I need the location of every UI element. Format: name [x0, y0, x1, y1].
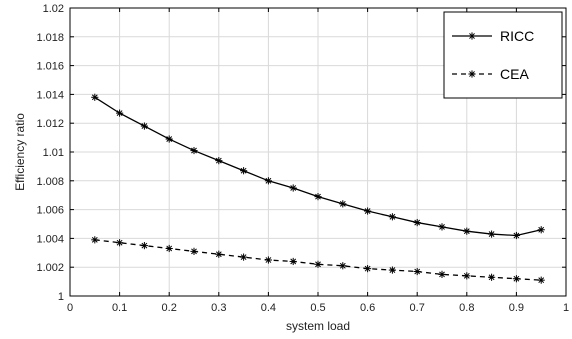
data-point-cea — [289, 257, 297, 266]
x-tick-label: 0.1 — [112, 302, 127, 314]
legend: RICC CEA — [443, 11, 563, 99]
data-point-cea — [488, 273, 496, 281]
data-point-cea — [240, 253, 248, 261]
y-tick-label: 1.02 — [43, 3, 64, 15]
data-point-ricc — [364, 207, 372, 215]
data-point-ricc — [388, 213, 396, 221]
data-point-cea — [140, 242, 148, 250]
legend-marker-ricc — [468, 32, 476, 40]
data-point-ricc — [488, 230, 496, 238]
data-point-cea — [438, 270, 446, 278]
legend-box — [443, 11, 563, 99]
data-point-ricc — [116, 109, 124, 117]
series-lines — [91, 93, 545, 284]
y-tick-label: 1.008 — [36, 176, 64, 188]
legend-label-ricc: RICC — [500, 28, 534, 44]
y-tick-label: 1.002 — [36, 262, 64, 274]
data-point-ricc — [339, 200, 347, 208]
data-point-cea — [116, 239, 124, 247]
y-tick-label: 1 — [58, 291, 64, 303]
data-point-cea — [165, 244, 173, 253]
x-tick-label: 0 — [67, 302, 73, 314]
y-tick-label: 1.004 — [36, 233, 64, 245]
x-tick-label: 0.3 — [211, 302, 226, 314]
data-point-cea — [314, 260, 322, 268]
legend-entry-cea: CEA — [452, 66, 529, 82]
data-point-cea — [264, 256, 272, 264]
legend-label-cea: CEA — [500, 66, 529, 82]
x-tick-label: 0.6 — [360, 302, 375, 314]
data-point-cea — [537, 276, 545, 284]
data-point-ricc — [314, 193, 322, 201]
data-point-ricc — [413, 218, 421, 227]
data-point-cea — [413, 267, 421, 276]
data-point-cea — [91, 236, 99, 244]
data-point-ricc — [140, 122, 148, 130]
x-tick-label: 0.2 — [162, 302, 177, 314]
data-point-cea — [512, 275, 520, 283]
y-tick-label: 1.016 — [36, 61, 64, 73]
y-tick-labels: 1 1.002 1.004 1.006 1.008 1.01 1.012 1.014 1.016… — [36, 3, 64, 303]
data-point-cea — [463, 272, 471, 280]
data-point-ricc — [512, 231, 520, 240]
x-tick-labels: 0 0.1 0.2 0.3 0.4 0.5 0.6 0.7 0.8 0.9 1 — [67, 302, 569, 314]
data-point-ricc — [463, 227, 471, 235]
y-tick-label: 1.012 — [36, 118, 64, 130]
x-tick-label: 0.7 — [410, 302, 425, 314]
plot-area-frame — [69, 7, 567, 297]
y-tick-label: 1.014 — [36, 89, 64, 101]
data-point-cea — [215, 250, 223, 258]
data-point-cea — [388, 266, 396, 274]
data-point-cea — [190, 247, 198, 255]
y-axis-label: Efficiency ratio — [13, 113, 27, 191]
data-point-ricc — [289, 184, 297, 192]
x-tick-label: 0.5 — [310, 302, 325, 314]
data-point-ricc — [165, 135, 173, 143]
data-point-ricc — [537, 226, 545, 234]
data-point-ricc — [438, 223, 446, 231]
x-tick-label: 0.4 — [261, 302, 276, 314]
data-point-ricc — [264, 177, 272, 185]
data-point-ricc — [215, 157, 223, 165]
data-point-ricc — [190, 146, 198, 155]
y-tick-label: 1.006 — [36, 205, 64, 217]
y-tick-label: 1.018 — [36, 32, 64, 44]
data-point-ricc — [91, 93, 99, 101]
data-point-ricc — [240, 167, 248, 175]
legend-marker-cea — [468, 70, 476, 78]
data-point-cea — [339, 262, 347, 270]
x-axis-label: system load — [286, 319, 350, 333]
data-point-cea — [364, 265, 372, 273]
legend-entry-ricc: RICC — [452, 28, 534, 44]
x-tick-label: 0.9 — [509, 302, 524, 314]
y-tick-label: 1.01 — [43, 147, 64, 159]
x-tick-label: 1 — [563, 302, 569, 314]
x-tick-label: 0.8 — [459, 302, 474, 314]
